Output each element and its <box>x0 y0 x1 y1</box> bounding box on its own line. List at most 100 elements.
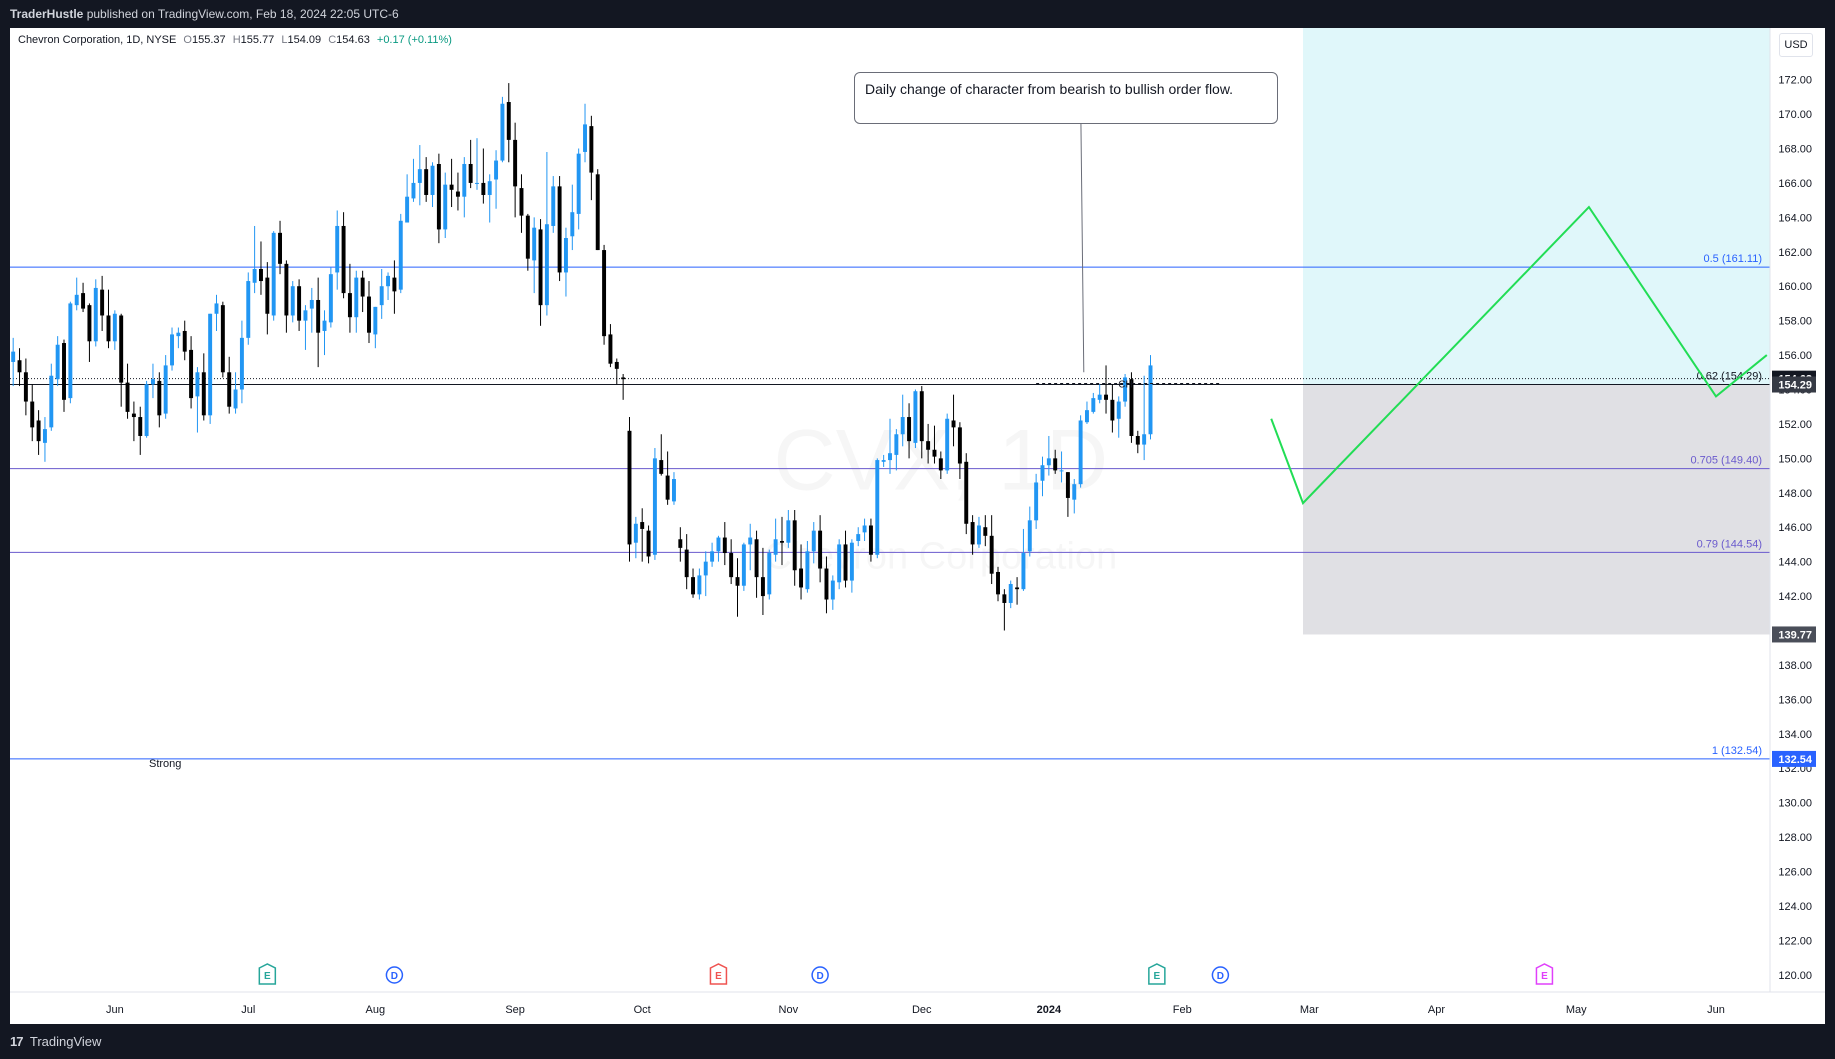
annotation-callout[interactable]: Daily change of character from bearish t… <box>854 72 1278 124</box>
candle-body <box>996 571 1000 595</box>
price-tick-label: 172.00 <box>1778 75 1812 87</box>
candle-body <box>379 286 384 306</box>
price-tick-label: 156.00 <box>1778 350 1812 362</box>
candle-body <box>907 417 912 442</box>
candle-body <box>811 530 816 552</box>
symbol-legend: Chevron Corporation, 1D, NYSE O155.37 H1… <box>18 34 452 46</box>
candle-body <box>265 277 270 314</box>
currency-button[interactable]: USD <box>1779 33 1813 57</box>
brand-name[interactable]: TradingView <box>29 1034 102 1049</box>
price-tag-box <box>1772 376 1816 393</box>
candle-body <box>970 522 975 545</box>
publish-info: published on TradingView.com, Feb 18, 20… <box>86 7 399 21</box>
candle-body <box>74 294 79 306</box>
candle-body <box>1008 584 1013 603</box>
event-letter: D <box>816 971 823 982</box>
earnings-event-icon <box>709 963 728 985</box>
candle-body <box>1059 470 1064 472</box>
price-tick-label: 148.00 <box>1778 488 1812 500</box>
low-value: 154.09 <box>287 34 322 46</box>
candle-body <box>189 349 194 399</box>
low-label: L <box>281 34 288 46</box>
candle-body <box>475 182 479 184</box>
candle-body <box>1129 379 1134 436</box>
dividend-event-icon <box>385 966 404 984</box>
candle-body <box>328 274 333 323</box>
event-letter: E <box>1154 971 1161 982</box>
price-tick-label: 150.00 <box>1778 453 1812 465</box>
candle-body <box>576 153 581 214</box>
candle-body <box>233 389 238 409</box>
event-letter: D <box>1217 971 1224 982</box>
candle-body <box>741 544 746 586</box>
candle-body <box>309 299 314 309</box>
candle-body <box>983 527 988 536</box>
event-letter: E <box>264 971 271 982</box>
event-letter: D <box>391 971 398 982</box>
price-tick-label: 128.00 <box>1778 832 1812 844</box>
candle-body <box>729 553 734 578</box>
candle-body <box>208 313 213 416</box>
candle-body <box>30 401 35 428</box>
time-tick-label: Oct <box>634 1004 651 1016</box>
strong-low-label: Strong <box>149 758 182 770</box>
symbol-title[interactable]: Chevron Corporation, 1D, NYSE <box>18 34 177 46</box>
candle-body <box>767 553 772 595</box>
candle-body <box>195 372 200 397</box>
candle-body <box>271 232 276 316</box>
candle-body <box>1034 482 1039 521</box>
chart-area[interactable]: CVX, 1D Chevron Corporation 0.5 (161.11) 0.… <box>10 28 1825 1024</box>
candle-body <box>792 520 797 571</box>
candle-body <box>614 361 619 369</box>
candle-body <box>87 305 92 342</box>
time-tick-label: 2024 <box>1037 1004 1062 1016</box>
candle-body <box>284 263 289 316</box>
candle-body <box>11 351 16 362</box>
close-label: C <box>328 34 337 46</box>
candle-body <box>373 306 378 335</box>
time-tick-label: Feb <box>1173 1004 1192 1016</box>
candle-body <box>964 461 969 524</box>
candle-body <box>672 479 676 502</box>
dividend-event-icon <box>811 966 829 984</box>
price-tick-label: 126.00 <box>1778 867 1812 879</box>
candle-body <box>703 561 708 576</box>
candle-body <box>602 250 607 337</box>
candle-body <box>938 458 943 471</box>
candle-body <box>131 413 136 418</box>
candle-body <box>417 169 422 183</box>
watermark-name: Chevron Corporation <box>764 536 1117 578</box>
candle-body <box>595 174 600 251</box>
time-tick-label: Aug <box>366 1004 386 1016</box>
candle-body <box>659 460 664 474</box>
candle-body <box>818 530 823 569</box>
candle-body <box>888 453 892 461</box>
candle-body <box>856 534 861 541</box>
tradingview-logo-icon: 17 <box>10 1034 24 1049</box>
candle-body <box>786 520 791 543</box>
candle-body <box>367 296 371 333</box>
candle-body <box>1142 434 1147 445</box>
candle-body <box>1021 553 1026 590</box>
candle-body <box>150 379 155 385</box>
candle-body <box>36 420 41 442</box>
candle-body <box>455 191 460 197</box>
candle-body <box>913 391 918 443</box>
candle-body <box>144 384 149 436</box>
event-letter: E <box>715 971 722 982</box>
candle-body <box>157 380 162 416</box>
candle-body <box>894 434 899 455</box>
candle-body <box>665 475 670 500</box>
author-name[interactable]: TraderHustle <box>10 7 84 21</box>
candle-body <box>347 293 352 318</box>
candle-body <box>112 313 117 342</box>
candle-body <box>957 427 962 464</box>
time-tick-label: Jun <box>1707 1004 1725 1016</box>
candle-body <box>525 215 530 259</box>
candle-body <box>563 238 568 273</box>
candle-body <box>182 330 187 352</box>
candle-body <box>424 169 429 195</box>
candle-body <box>125 382 130 412</box>
